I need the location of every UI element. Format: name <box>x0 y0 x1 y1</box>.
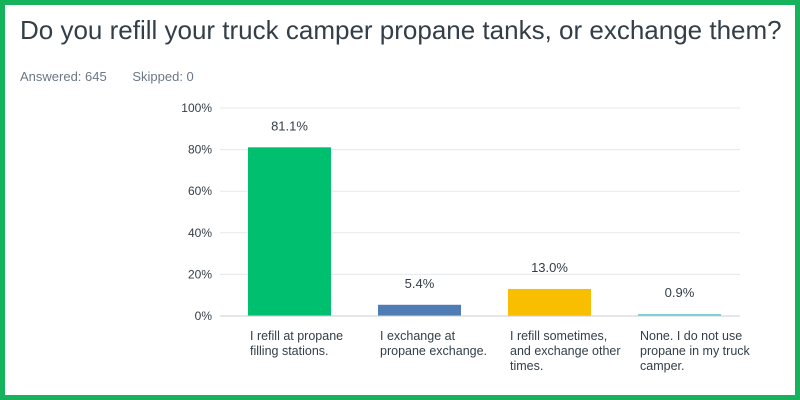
bar[interactable] <box>378 304 461 316</box>
y-tick-label: 20% <box>188 267 212 281</box>
answered-count: Answered: 645 <box>20 69 107 84</box>
bar-chart: 0% 20% 40% 60% 80% 100% 81.1% 5.4% 13.0% 0.9% <box>181 101 740 323</box>
y-tick-label: 40% <box>188 226 212 240</box>
bar-value-label: 13.0% <box>531 260 568 275</box>
bar[interactable] <box>248 147 331 316</box>
bar[interactable] <box>508 288 591 316</box>
bar[interactable] <box>638 314 721 316</box>
category-label: None. I do not use propane in my truck c… <box>640 329 750 373</box>
bar-value-label: 5.4% <box>405 276 435 291</box>
skipped-count: Skipped: 0 <box>132 69 194 84</box>
y-tick-label: 60% <box>188 184 212 198</box>
question-title: Do you refill your truck camper propane … <box>20 15 782 45</box>
y-tick-label: 0% <box>195 309 213 323</box>
category-label: I refill sometimes, and exchange other t… <box>510 329 621 373</box>
bar-value-label: 81.1% <box>271 118 308 133</box>
category-label: I refill at propane filling stations. <box>250 329 344 358</box>
y-tick-label: 100% <box>181 101 212 115</box>
category-label: I exchange at propane exchange. <box>380 329 488 358</box>
response-summary: Answered: 645 Skipped: 0 <box>20 69 216 84</box>
y-tick-label: 80% <box>188 143 212 157</box>
bar-value-label: 0.9% <box>665 285 695 300</box>
